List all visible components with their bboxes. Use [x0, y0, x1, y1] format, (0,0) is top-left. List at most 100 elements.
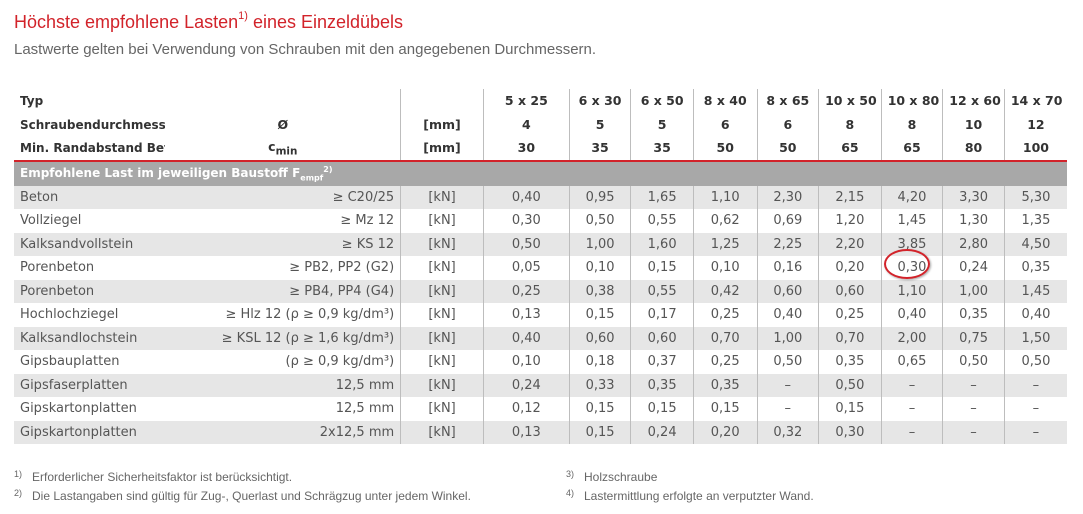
load-value: 1,30: [942, 209, 1005, 233]
section-header: Empfohlene Last im jeweiligen Baustoff F…: [14, 160, 1067, 186]
header-value: 6: [692, 112, 758, 136]
header-value: 65: [818, 136, 882, 162]
load-value: –: [942, 373, 1005, 397]
material-name: Kalksandvollstein: [14, 232, 166, 256]
load-value: 0,35: [818, 350, 882, 374]
load-value: 0,38: [568, 279, 631, 303]
load-value: 0,15: [630, 397, 694, 421]
load-value: 0,55: [630, 209, 694, 233]
header-row-typ: Typ 5 x 25 6 x 30 6 x 50 8 x 40 8 x 65 10 x 5…: [14, 89, 1067, 113]
load-value: 0,50: [756, 350, 819, 374]
table-row: Gipsfaserplatten 12,5 mm [kN] 0,24 0,33 0,35 0…: [14, 373, 1067, 397]
unit-kn: [kN]: [400, 256, 484, 280]
title-rest: eines Einzeldübels: [247, 12, 404, 32]
load-value: 0,40: [482, 185, 570, 209]
header-value: 12 x 60: [942, 89, 1005, 113]
load-value: 2,30: [756, 185, 819, 209]
material-name: Vollziegel: [14, 209, 166, 233]
load-value: 0,50: [1003, 350, 1067, 374]
load-value: 0,17: [630, 303, 694, 327]
header-value: 10 x 80: [880, 89, 943, 113]
load-value: 0,24: [942, 256, 1005, 280]
load-value: 0,40: [880, 303, 943, 327]
load-value: 0,33: [568, 373, 631, 397]
highlight-circle: [884, 249, 930, 279]
load-value: 0,32: [756, 420, 819, 444]
load-value: 1,00: [942, 279, 1005, 303]
load-value: 0,70: [818, 326, 882, 350]
load-value: –: [1003, 373, 1067, 397]
header-value: 6 x 50: [630, 89, 694, 113]
load-value: 0,10: [482, 350, 570, 374]
page-title: Höchste empfohlene Lasten1) eines Einzel…: [14, 10, 404, 33]
material-spec: 12,5 mm: [165, 397, 401, 421]
footnote-3: 3) Holzschraube: [566, 469, 658, 484]
footnote-1: 1) Erforderlicher Sicherheitsfaktor ist b…: [14, 469, 293, 484]
load-value: 0,15: [568, 397, 631, 421]
table-row: Hochlochziegel ≥ Hlz 12 (ρ ≥ 0,9 kg/dm³)[…: [14, 303, 1067, 327]
table-row: Vollziegel ≥ Mz 12 [kN] 0,30 0,50 0,55 0,62 0,6…: [14, 209, 1067, 233]
header-value: 100: [1003, 136, 1067, 162]
header-value: 5: [568, 112, 631, 136]
unit-mm: [mm]: [400, 112, 484, 136]
load-value: 1,00: [756, 326, 819, 350]
load-value: 0,24: [482, 373, 570, 397]
unit-kn: [kN]: [400, 420, 484, 444]
load-value: 0,60: [756, 279, 819, 303]
title-footnote-mark: 1): [238, 10, 248, 22]
header-value: 30: [482, 136, 570, 162]
load-value: 0,15: [630, 256, 694, 280]
load-value: 0,15: [692, 397, 758, 421]
load-value: 0,25: [692, 350, 758, 374]
table-row: Gipskartonplatten 12,5 mm [kN] 0,12 0,15 0,15…: [14, 397, 1067, 421]
header-value: 50: [756, 136, 819, 162]
load-value: 0,30: [818, 420, 882, 444]
table-row: Porenbeton ≥ PB2, PP2 (G2) [kN] 0,05 0,10 0,1…: [14, 256, 1067, 280]
header-value: 6: [756, 112, 819, 136]
load-value: 0,60: [818, 279, 882, 303]
load-value: 0,60: [568, 326, 631, 350]
load-value: 1,20: [818, 209, 882, 233]
section-label: Empfohlene Last im jeweiligen Baustoff F…: [14, 160, 1067, 186]
load-value: 0,25: [482, 279, 570, 303]
load-value: 0,75: [942, 326, 1005, 350]
load-value: 0,20: [818, 256, 882, 280]
load-value: –: [1003, 397, 1067, 421]
unit-mm: [mm]: [400, 136, 484, 162]
material-name: Hochlochziegel: [14, 303, 166, 327]
load-value: –: [756, 397, 819, 421]
load-value: 0,10: [568, 256, 631, 280]
header-value: 14 x 70: [1003, 89, 1067, 113]
load-value: 0,42: [692, 279, 758, 303]
load-table: Typ 5 x 25 6 x 30 6 x 50 8 x 40 8 x 65 10 x 5…: [14, 89, 1067, 444]
load-value: 0,13: [482, 420, 570, 444]
load-value: 1,60: [630, 232, 694, 256]
table-row: Gipskartonplatten 2x12,5 mm [kN] 0,13 0,15 0,…: [14, 420, 1067, 444]
footnote-2: 2) Die Lastangaben sind gültig für Zug-, …: [14, 488, 471, 503]
header-value: 35: [568, 136, 631, 162]
load-value: 1,45: [1003, 279, 1067, 303]
load-value: 0,15: [568, 303, 631, 327]
load-value: 5,30: [1003, 185, 1067, 209]
load-value: 0,62: [692, 209, 758, 233]
material-spec: 2x12,5 mm: [165, 420, 401, 444]
unit-kn: [kN]: [400, 209, 484, 233]
load-value: 0,10: [692, 256, 758, 280]
load-value: 0,24: [630, 420, 694, 444]
material-spec: ≥ Hlz 12 (ρ ≥ 0,9 kg/dm³): [165, 303, 401, 327]
load-value: 2,00: [880, 326, 943, 350]
header-value: 10 x 50: [818, 89, 882, 113]
unit-kn: [kN]: [400, 397, 484, 421]
load-value: 0,50: [942, 350, 1005, 374]
load-value: 0,70: [692, 326, 758, 350]
load-value: 0,65: [880, 350, 943, 374]
header-value: 6 x 30: [568, 89, 631, 113]
header-value: 35: [630, 136, 694, 162]
load-value: 0,20: [692, 420, 758, 444]
header-label-schrauben: Schraubendurchmesser 3): [14, 112, 166, 136]
load-value: 4,20: [880, 185, 943, 209]
load-value: –: [1003, 420, 1067, 444]
unit-kn: [kN]: [400, 185, 484, 209]
load-value: 2,25: [756, 232, 819, 256]
load-value: 0,35: [1003, 256, 1067, 280]
